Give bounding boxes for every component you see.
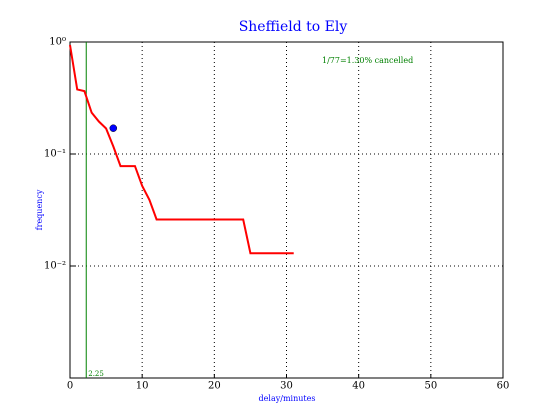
chart-title: Sheffield to Ely — [239, 19, 348, 35]
annotation: 1/77=1.30% cancelled — [322, 56, 413, 65]
data-line — [69, 44, 294, 255]
marker — [109, 124, 118, 132]
x-axis-label: delay/minutes — [259, 394, 316, 403]
x-tick-label: 30 — [280, 381, 293, 392]
x-tick-label: 40 — [352, 381, 365, 392]
x-tick-label: 50 — [424, 381, 437, 392]
y-tick-label: 10⁻² — [44, 261, 66, 272]
reference-label: 2.25 — [88, 370, 104, 378]
x-tick-label: 0 — [67, 381, 73, 392]
x-tick-label: 60 — [497, 381, 510, 392]
y-axis-label: frequency — [35, 189, 44, 230]
x-tick-label: 20 — [208, 381, 221, 392]
x-tick-label: 10 — [136, 381, 149, 392]
y-tick-label: 10⁻¹ — [44, 149, 66, 160]
y-tick-label: 10⁰ — [49, 37, 66, 48]
